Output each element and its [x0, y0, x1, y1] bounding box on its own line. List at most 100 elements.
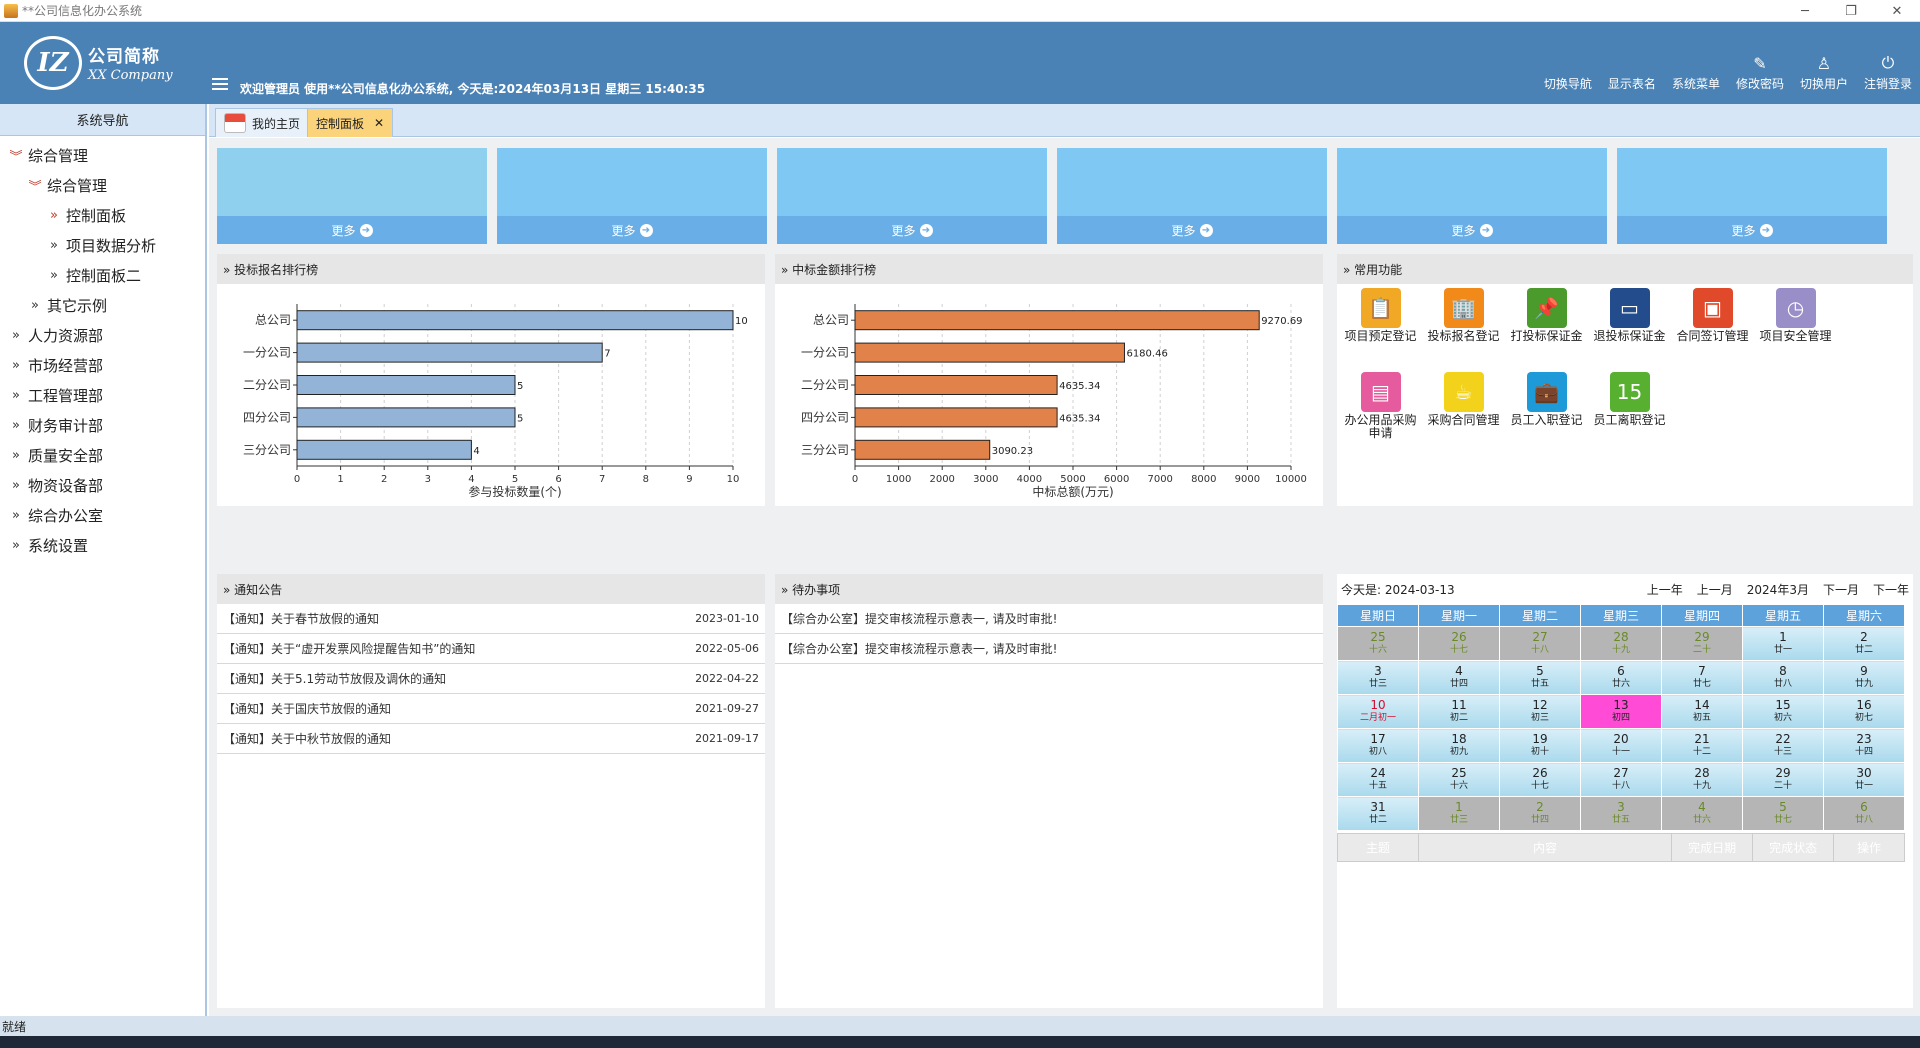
sidebar-item-8[interactable]: » 工程管理部 — [0, 380, 205, 410]
todo-title[interactable]: 【综合办公室】提交审核流程示意表一, 请及时审批! — [781, 612, 1058, 626]
calendar-day[interactable]: 10 二月初一 — [1337, 694, 1419, 729]
notice-title[interactable]: 【通知】关于“虚开发票风险提醒告知书”的通知 — [223, 642, 476, 656]
sidebar-item-0[interactable]: ︾ 综合管理 — [0, 140, 205, 170]
quick-item-6[interactable]: ▤ 办公用品采购申请 — [1339, 372, 1422, 456]
calendar-day[interactable]: 28 十九 — [1580, 626, 1662, 661]
tile-more-link[interactable]: 更多 ➜ — [497, 216, 767, 244]
calendar-day[interactable]: 13 初四 — [1580, 694, 1662, 729]
calendar-day[interactable]: 27 十八 — [1499, 626, 1581, 661]
calendar-day[interactable]: 26 十七 — [1418, 626, 1500, 661]
calendar-day[interactable]: 25 十六 — [1337, 626, 1419, 661]
quick-item-7[interactable]: ☕ 采购合同管理 — [1422, 372, 1505, 456]
calendar-day[interactable]: 24 十五 — [1337, 762, 1419, 797]
calendar-day[interactable]: 5 廿七 — [1742, 796, 1824, 831]
header-link-1[interactable]: 显示表名 — [1600, 22, 1664, 104]
header-link-5[interactable]: ⏻ 注销登录 — [1856, 22, 1920, 104]
sidebar-item-3[interactable]: » 项目数据分析 — [0, 230, 205, 260]
sidebar-item-6[interactable]: » 人力资源部 — [0, 320, 205, 350]
calendar-day[interactable]: 3 廿五 — [1580, 796, 1662, 831]
quick-item-2[interactable]: 📌 打投标保证金 — [1505, 288, 1588, 372]
todo-row[interactable]: 【综合办公室】提交审核流程示意表一, 请及时审批! — [775, 634, 1323, 664]
sidebar-item-2[interactable]: » 控制面板 — [0, 200, 205, 230]
notice-title[interactable]: 【通知】关于国庆节放假的通知 — [223, 702, 392, 716]
calendar-day[interactable]: 21 十二 — [1661, 728, 1743, 763]
maximize-button[interactable]: ❐ — [1845, 3, 1857, 19]
header-link-3[interactable]: ✎ 修改密码 — [1728, 22, 1792, 104]
prev-year-link[interactable]: 上一年 — [1646, 582, 1683, 597]
calendar-day[interactable]: 7 廿七 — [1661, 660, 1743, 695]
calendar-day[interactable]: 6 廿六 — [1580, 660, 1662, 695]
notice-row[interactable]: 【通知】关于国庆节放假的通知 2021-09-27 — [217, 694, 765, 724]
sidebar-item-5[interactable]: » 其它示例 — [0, 290, 205, 320]
header-link-2[interactable]: 系统菜单 — [1664, 22, 1728, 104]
sidebar-item-11[interactable]: » 物资设备部 — [0, 470, 205, 500]
todo-row[interactable]: 【综合办公室】提交审核流程示意表一, 请及时审批! — [775, 604, 1323, 634]
calendar-day[interactable]: 20 十一 — [1580, 728, 1662, 763]
calendar-day[interactable]: 14 初五 — [1661, 694, 1743, 729]
quick-item-4[interactable]: ▣ 合同签订管理 — [1671, 288, 1754, 372]
quick-item-8[interactable]: 💼 员工入职登记 — [1505, 372, 1588, 456]
calendar-day[interactable]: 12 初三 — [1499, 694, 1581, 729]
notice-row[interactable]: 【通知】关于春节放假的通知 2023-01-10 — [217, 604, 765, 634]
calendar-day[interactable]: 2 廿四 — [1499, 796, 1581, 831]
calendar-day[interactable]: 25 十六 — [1418, 762, 1500, 797]
quick-item-1[interactable]: 🏢 投标报名登记 — [1422, 288, 1505, 372]
calendar-day[interactable]: 15 初六 — [1742, 694, 1824, 729]
tile-more-link[interactable]: 更多 ➜ — [1057, 216, 1327, 244]
quick-item-9[interactable]: 15 员工离职登记 — [1588, 372, 1671, 456]
sidebar-item-12[interactable]: » 综合办公室 — [0, 500, 205, 530]
calendar-day[interactable]: 6 廿八 — [1823, 796, 1905, 831]
calendar-day[interactable]: 29 二十 — [1742, 762, 1824, 797]
menu-toggle-icon[interactable] — [212, 78, 228, 90]
calendar-day[interactable]: 9 廿九 — [1823, 660, 1905, 695]
sidebar-item-13[interactable]: » 系统设置 — [0, 530, 205, 560]
tab-home[interactable]: 我的主页 — [215, 108, 310, 137]
notice-row[interactable]: 【通知】关于5.1劳动节放假及调休的通知 2022-04-22 — [217, 664, 765, 694]
calendar-day[interactable]: 18 初九 — [1418, 728, 1500, 763]
sidebar-item-1[interactable]: ︾ 综合管理 — [0, 170, 205, 200]
calendar-day[interactable]: 16 初七 — [1823, 694, 1905, 729]
close-window-button[interactable]: ✕ — [1891, 3, 1903, 19]
calendar-day[interactable]: 1 廿三 — [1418, 796, 1500, 831]
calendar-day[interactable]: 30 廿一 — [1823, 762, 1905, 797]
calendar-day[interactable]: 17 初八 — [1337, 728, 1419, 763]
calendar-day[interactable]: 1 廿一 — [1742, 626, 1824, 661]
sidebar-item-9[interactable]: » 财务审计部 — [0, 410, 205, 440]
notice-title[interactable]: 【通知】关于中秋节放假的通知 — [223, 732, 392, 746]
calendar-day[interactable]: 23 十四 — [1823, 728, 1905, 763]
calendar-day[interactable]: 5 廿五 — [1499, 660, 1581, 695]
prev-month-link[interactable]: 上一月 — [1696, 582, 1733, 597]
notice-title[interactable]: 【通知】关于春节放假的通知 — [223, 612, 380, 626]
todo-title[interactable]: 【综合办公室】提交审核流程示意表一, 请及时审批! — [781, 642, 1058, 656]
calendar-day[interactable]: 2 廿二 — [1823, 626, 1905, 661]
calendar-day[interactable]: 19 初十 — [1499, 728, 1581, 763]
tab-control-panel[interactable]: 控制面板 ✕ — [307, 108, 394, 137]
header-link-0[interactable]: 切换导航 — [1536, 22, 1600, 104]
calendar-day[interactable]: 22 十三 — [1742, 728, 1824, 763]
next-year-link[interactable]: 下一年 — [1872, 582, 1909, 597]
calendar-day[interactable]: 26 十七 — [1499, 762, 1581, 797]
tab-close-icon[interactable]: ✕ — [374, 116, 385, 130]
tile-more-link[interactable]: 更多 ➜ — [217, 216, 487, 244]
quick-item-0[interactable]: 📋 项目预定登记 — [1339, 288, 1422, 372]
sidebar-item-7[interactable]: » 市场经营部 — [0, 350, 205, 380]
sidebar-item-10[interactable]: » 质量安全部 — [0, 440, 205, 470]
calendar-day[interactable]: 4 廿六 — [1661, 796, 1743, 831]
header-link-4[interactable]: ♙ 切换用户 — [1792, 22, 1856, 104]
quick-item-5[interactable]: ◷ 项目安全管理 — [1754, 288, 1837, 372]
calendar-day[interactable]: 8 廿八 — [1742, 660, 1824, 695]
quick-item-3[interactable]: ▭ 退投标保证金 — [1588, 288, 1671, 372]
notice-row[interactable]: 【通知】关于“虚开发票风险提醒告知书”的通知 2022-05-06 — [217, 634, 765, 664]
calendar-day[interactable]: 3 廿三 — [1337, 660, 1419, 695]
notice-row[interactable]: 【通知】关于中秋节放假的通知 2021-09-17 — [217, 724, 765, 754]
tile-more-link[interactable]: 更多 ➜ — [1617, 216, 1887, 244]
calendar-day[interactable]: 27 十八 — [1580, 762, 1662, 797]
calendar-day[interactable]: 28 十九 — [1661, 762, 1743, 797]
calendar-day[interactable]: 29 二十 — [1661, 626, 1743, 661]
calendar-day[interactable]: 11 初二 — [1418, 694, 1500, 729]
calendar-day[interactable]: 4 廿四 — [1418, 660, 1500, 695]
next-month-link[interactable]: 下一月 — [1822, 582, 1859, 597]
tile-more-link[interactable]: 更多 ➜ — [1337, 216, 1607, 244]
minimize-button[interactable]: ─ — [1801, 3, 1809, 19]
calendar-day[interactable]: 31 廿二 — [1337, 796, 1419, 831]
